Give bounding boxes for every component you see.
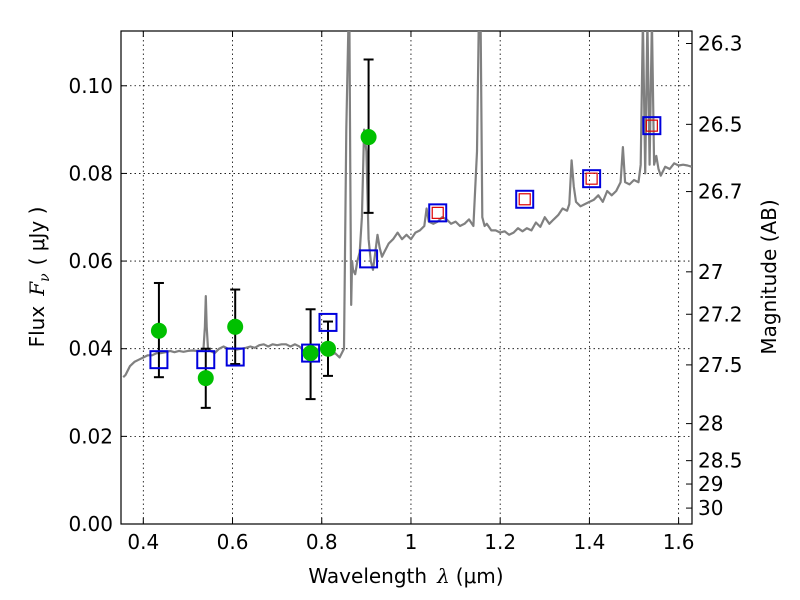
model-photometry-square: [359, 249, 379, 269]
predicted-photometry-square: [585, 172, 598, 185]
plot-frame: [120, 30, 693, 525]
magnitude-tick-label: 26.3: [698, 31, 743, 55]
y-tick-label: 0.04: [68, 337, 113, 361]
model-photometry-square: [428, 203, 448, 223]
y-tick-label: 0.02: [68, 424, 113, 448]
x-tick-label: 1: [405, 530, 418, 554]
observed-points: [150, 129, 377, 387]
observed-point: [360, 129, 377, 146]
x-tick-label: 1.6: [663, 530, 695, 554]
predicted-photometry-points: [431, 119, 658, 219]
x-axis-label: Wavelength λ (μm): [308, 564, 503, 588]
model-photometry-square: [225, 347, 245, 367]
x-tick-label: 1.4: [573, 530, 605, 554]
x-tick-label: 0.4: [127, 530, 159, 554]
model-photometry-square: [318, 312, 338, 332]
predicted-photometry-square: [431, 206, 444, 219]
model-photometry-square: [301, 343, 321, 363]
observed-point: [302, 345, 319, 362]
model-photometry-square: [196, 350, 216, 370]
x-tick-label: 0.8: [306, 530, 338, 554]
observed-point: [197, 370, 214, 387]
observed-point: [150, 322, 167, 339]
predicted-photometry-square: [645, 119, 658, 132]
magnitude-tick-label: 26.7: [698, 180, 743, 204]
magnitude-tick-label: 28: [698, 412, 723, 436]
model-photometry-square: [515, 189, 535, 209]
observed-point: [319, 340, 336, 357]
magnitude-tick-label: 27.5: [698, 353, 743, 377]
magnitude-tick-label: 28.5: [698, 449, 743, 473]
y-tick-label: 0.10: [68, 74, 113, 98]
y-tick-label: 0.00: [68, 512, 113, 536]
magnitude-tick-label: 27.2: [698, 302, 743, 326]
observed-point: [227, 318, 244, 335]
grid: [121, 31, 692, 525]
y-axis-label: FluxFν( μJy ): [25, 207, 53, 348]
magnitude-tick-label: 27: [698, 260, 723, 284]
axis-ticks: 0.4 0.6 0.8 1 1.2 1.4 1.6 0.00 0.02 0.04 0.06 0.08 0…: [68, 31, 743, 554]
magnitude-tick-label: 29: [698, 472, 723, 496]
model-spectrum: [122, 31, 692, 378]
model-photometry-points: [149, 116, 662, 370]
predicted-photometry-square: [518, 193, 531, 206]
y-tick-label: 0.08: [68, 161, 113, 185]
model-photometry-square: [149, 350, 169, 370]
x-tick-label: 0.6: [217, 530, 249, 554]
x-tick-label: 1.2: [484, 530, 516, 554]
magnitude-tick-label: 26.5: [698, 112, 743, 136]
magnitude-tick-label: 30: [698, 496, 723, 520]
model-photometry-square: [582, 169, 602, 189]
right-axis-label: Magnitude (AB): [757, 199, 781, 354]
model-photometry-square: [642, 116, 662, 136]
spectrum-line: [122, 31, 692, 378]
y-tick-label: 0.06: [68, 249, 113, 273]
